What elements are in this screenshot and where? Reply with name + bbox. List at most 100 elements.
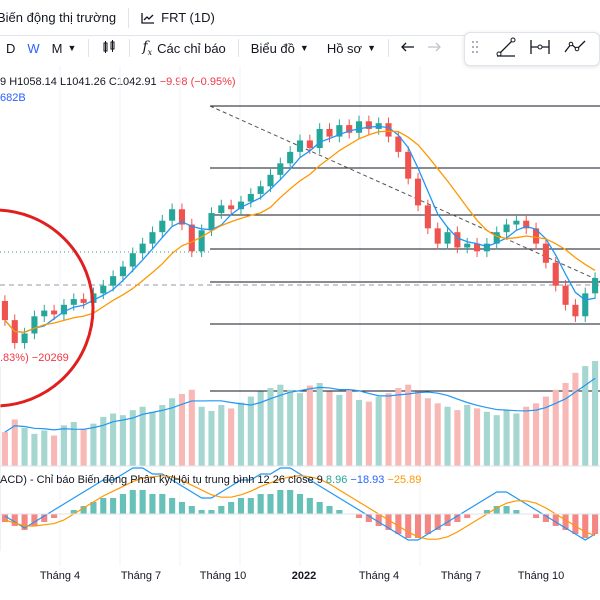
trend-line: [209, 105, 600, 282]
macd-histogram-bar: [129, 490, 136, 514]
macd-histogram-bar: [277, 490, 284, 514]
volume-bar: [483, 411, 490, 466]
candle-body: [159, 220, 166, 233]
candle-body: [533, 228, 540, 244]
volume-bar: [306, 385, 313, 466]
candle-body: [542, 243, 549, 263]
candle-body: [395, 136, 402, 152]
candle-body: [572, 304, 579, 317]
macd-histogram-bar: [503, 506, 510, 514]
volume-bar: [355, 399, 363, 466]
ma-slow-line: [4, 130, 596, 333]
macd-histogram-bar: [267, 494, 274, 514]
volume-bar: [434, 403, 441, 466]
redo-icon: [427, 41, 441, 56]
macd-histogram-bar: [51, 514, 58, 518]
candle-body: [316, 128, 323, 149]
volume-bar: [70, 421, 77, 466]
candle-body: [474, 243, 481, 252]
candle-body: [503, 224, 510, 233]
profile-menu-button[interactable]: Hồ sơ ▼: [321, 36, 382, 60]
volume-bar: [474, 408, 481, 466]
volume-bar: [41, 430, 48, 466]
volume-bar: [503, 410, 510, 466]
price-chart[interactable]: [0, 66, 600, 568]
volume-bar: [1, 432, 8, 466]
volume-bar: [267, 388, 274, 466]
candle-body: [562, 285, 569, 305]
tab-market-movement[interactable]: Biến động thị trường: [0, 0, 128, 36]
macd-histogram-bar: [336, 510, 343, 514]
candle-body: [513, 220, 520, 225]
candle-body: [110, 276, 117, 286]
undo-button[interactable]: [395, 36, 421, 60]
interval-day-button[interactable]: D: [0, 36, 21, 60]
toolbar-divider: [88, 39, 90, 57]
indicators-button[interactable]: fx Các chỉ báo: [136, 36, 231, 60]
macd-histogram-bar: [90, 502, 97, 514]
chart-annotations: [0, 208, 600, 551]
macd-histogram-bar: [139, 490, 146, 514]
ohlc-legend: 9 H1058.14 L1041.26 C1042.91 −9.98 (−0.9…: [0, 76, 236, 88]
macd-histogram-bar: [208, 510, 215, 514]
candle-body: [346, 125, 353, 133]
macd-title: ACD) - Chỉ báo Biến động Phân kỳ/Hội tụ …: [0, 474, 323, 486]
volume-bar: [60, 425, 67, 466]
volume-bar: [582, 366, 589, 466]
macd-value-signal: −25.89: [387, 474, 422, 486]
candle-body: [414, 178, 422, 206]
macd-histogram-bar: [444, 514, 451, 526]
macd-histogram-bar: [434, 514, 441, 530]
volume-bar: [493, 415, 500, 466]
tab-symbol[interactable]: FRT (1D): [129, 0, 227, 36]
interval-week-button[interactable]: W: [21, 36, 45, 60]
legend-low: L1041.26: [59, 76, 106, 88]
macd-histogram-bar: [296, 494, 304, 514]
candle-body: [188, 224, 195, 252]
horizontal-ray-tool-icon[interactable]: [529, 36, 551, 63]
volume-bar: [139, 406, 146, 466]
macd-histogram-bar: [149, 494, 156, 514]
candle-body: [257, 186, 264, 194]
drag-handle-icon[interactable]: [471, 40, 479, 59]
volume-bar: [257, 391, 264, 466]
macd-histogram-bar: [159, 494, 166, 514]
chart-menu-button[interactable]: Biểu đồ ▼: [245, 36, 315, 60]
volume-bar: [296, 393, 304, 466]
volume-bar: [424, 398, 431, 466]
volume-bar: [100, 416, 107, 466]
candle-body: [454, 232, 461, 248]
candle-body: [493, 232, 500, 244]
trend-line-tool-icon[interactable]: [495, 36, 517, 63]
macd-histogram-bar: [178, 502, 186, 514]
volume-bar: [316, 383, 323, 466]
macd-histogram-bar: [513, 510, 520, 514]
macd-histogram-bar: [562, 514, 569, 530]
volume-bar: [119, 415, 126, 466]
chart-menu-label: Biểu đồ: [250, 40, 295, 56]
volume-bar: [562, 383, 569, 466]
candle-body: [100, 285, 107, 294]
top-tab-bar: Biến động thị trường FRT (1D): [0, 0, 600, 36]
candle-body: [483, 243, 490, 252]
ma-fast-line: [4, 125, 596, 333]
volume-bar: [129, 410, 136, 466]
candle-body: [139, 243, 146, 254]
macd-histogram-bar: [1, 514, 8, 522]
interval-month-label: M: [51, 40, 63, 56]
candle-body: [592, 278, 599, 294]
volume-bar: [198, 406, 205, 466]
macd-histogram-bar: [21, 514, 28, 530]
candle-body: [434, 228, 441, 244]
redo-button[interactable]: [421, 36, 447, 60]
xaxis-tick-label: 2022: [291, 570, 317, 582]
candle-body: [336, 125, 343, 137]
candle-body: [119, 266, 126, 277]
interval-month-button[interactable]: M ▼: [46, 36, 83, 60]
path-tool-icon[interactable]: [563, 36, 587, 63]
volume-bar: [287, 389, 294, 466]
xaxis-tick-label: Tháng 4: [39, 570, 81, 582]
chevron-down-icon: ▼: [67, 43, 77, 53]
chart-type-button[interactable]: [95, 36, 123, 60]
volume-bar: [277, 384, 284, 466]
